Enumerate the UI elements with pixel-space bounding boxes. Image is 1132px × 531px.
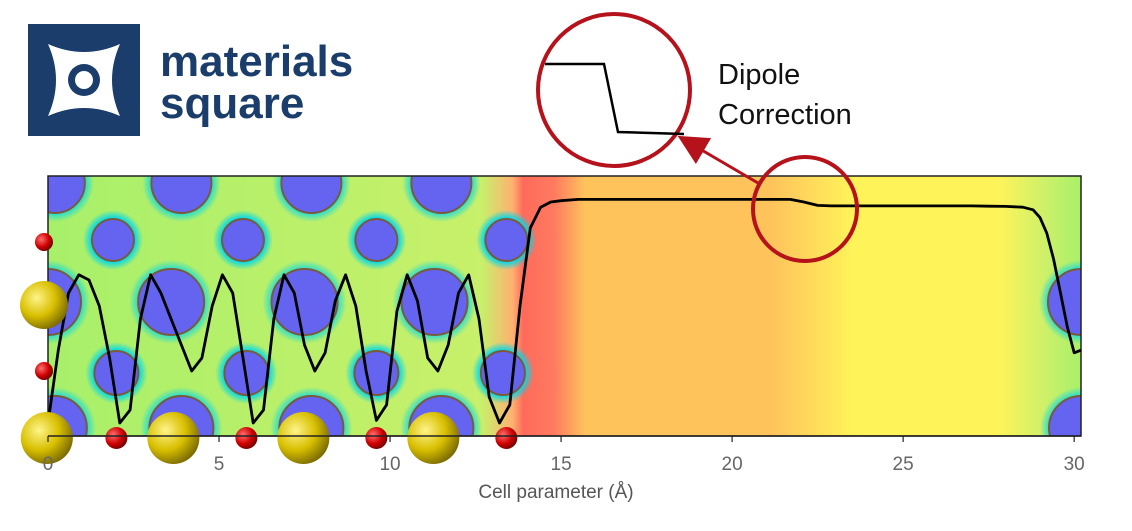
sulfur-atom-left — [20, 281, 68, 329]
atom-cut-upper-2 — [354, 218, 399, 262]
x-tick-label-5: 25 — [893, 454, 914, 475]
sulfur-atom-3 — [407, 412, 460, 464]
x-axis-title: Cell parameter (Å) — [478, 482, 633, 503]
x-tick-label-4: 20 — [722, 454, 743, 475]
callout-arrow — [677, 135, 759, 185]
callout-line2: Correction — [718, 99, 852, 131]
oxygen-atom-left-lower — [35, 362, 53, 380]
oxygen-atom-0 — [105, 427, 128, 449]
x-axis: 0 5 10 15 20 25 30 — [43, 435, 1085, 475]
x-tick-label-3: 15 — [551, 454, 572, 475]
atom-cut-upper-1 — [220, 218, 265, 262]
brand-logo: materials square — [28, 24, 353, 136]
zoom-inset-curve — [545, 62, 685, 136]
x-tick-label-6: 30 — [1064, 454, 1085, 475]
x-tick-label-1: 5 — [214, 454, 225, 475]
atom-cut-top-0 — [48, 176, 86, 214]
atom-cut-top-1 — [150, 176, 213, 214]
dipole-correction-callout: Dipole Correction — [536, 12, 859, 263]
x-tick-label-0: 0 — [43, 454, 54, 475]
x-tick-label-2: 10 — [379, 454, 400, 475]
plot-area — [46, 175, 1082, 437]
sulfur-atom-0 — [20, 412, 73, 464]
highlight-circle — [751, 155, 859, 263]
potential-line — [46, 197, 1082, 425]
atom-cut-mid-3 — [400, 268, 469, 336]
atom-cut-top-2 — [280, 176, 343, 214]
atom-cut-bottom-4 — [1048, 395, 1081, 436]
atom-cut-upper-3 — [484, 218, 529, 262]
sulfur-atom-1 — [147, 412, 200, 464]
oxygen-atom-3 — [495, 427, 518, 449]
sulfur-atom-2 — [277, 412, 330, 464]
atom-cut-mid-4 — [1047, 268, 1081, 336]
atom-cut-mid-2 — [270, 268, 339, 336]
oxygen-atom-1 — [235, 427, 258, 449]
oxygen-atom-2 — [365, 427, 388, 449]
oxygen-atom-left-upper — [35, 233, 53, 251]
electrostatic-field-background — [48, 176, 1081, 436]
brand-name-line1: materials — [160, 37, 353, 86]
zoom-inset-circle — [536, 12, 692, 168]
slab-atom-row — [20, 233, 518, 464]
potential-curve-layer — [46, 197, 1082, 425]
brand-mark-icon — [28, 24, 140, 136]
atom-cut-mid-1 — [137, 268, 206, 336]
atom-cut-upper-0 — [90, 218, 135, 262]
atom-cut-top-3 — [410, 176, 473, 214]
callout-line1: Dipole — [718, 59, 800, 91]
brand-name-line2: square — [160, 79, 304, 128]
